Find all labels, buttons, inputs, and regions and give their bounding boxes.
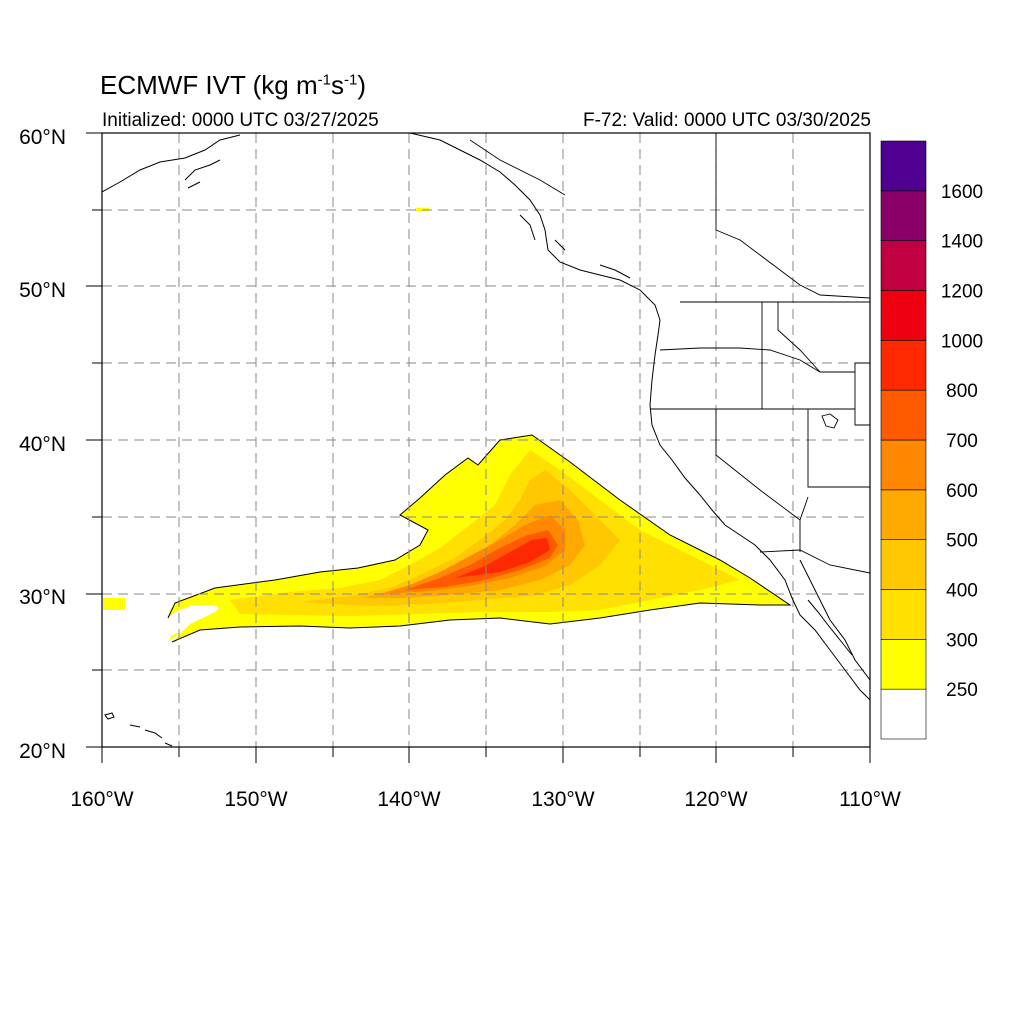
gulf-of-california-coast: [807, 599, 853, 656]
x-tick-label: 130°W: [531, 788, 594, 811]
colorbar-swatch: [880, 439, 927, 491]
gridlines: [102, 133, 870, 747]
ivt-outline: [167, 434, 792, 643]
nevada-border: [715, 409, 801, 521]
tick-marks: [86, 132, 871, 763]
washington-oregon-border: [659, 347, 855, 373]
utah-arizona-border: [807, 409, 870, 488]
lake-outline: [821, 413, 839, 429]
colorbar-swatch: [880, 639, 927, 690]
alaska-canada-border: [469, 139, 566, 196]
x-tick-label: 110°W: [839, 788, 901, 811]
colorbar-swatch: [880, 240, 927, 291]
x-tick-label: 160°W: [70, 788, 133, 811]
colorbar: 250 300 400 500 600 700 800 1000 1200 1400 1600: [880, 140, 983, 740]
x-tick-label: 120°W: [684, 788, 747, 811]
colorbar-swatch: [880, 389, 927, 441]
ivt-contour-800: [455, 538, 550, 578]
canada-interior: [715, 133, 870, 299]
baja-gulf-coast: [799, 559, 870, 681]
colorbar-label: 800: [946, 381, 978, 402]
us-mexico-border: [759, 549, 870, 574]
x-axis-labels: 160°W 150°W 140°W 130°W 120°W 110°W: [70, 788, 901, 811]
colorbar-swatch: [880, 190, 927, 241]
colorbar-swatch: [880, 290, 927, 341]
coastlines: [102, 133, 870, 747]
x-tick-label: 150°W: [224, 788, 287, 811]
arizona-nm-border: [799, 496, 809, 552]
y-axis-labels: 20°N 30°N 40°N 50°N 60°N: [19, 126, 66, 763]
colorbar-swatch: [880, 140, 927, 192]
borders: [469, 133, 870, 574]
southeast-alaska-coast: [409, 133, 870, 701]
colorbar-label: 600: [946, 481, 978, 502]
colorbar-swatch: [880, 539, 927, 590]
alaska-coast: [102, 134, 241, 193]
ivt-contour-600: [380, 515, 565, 594]
colorbar-swatch: [880, 688, 927, 740]
alaska-islands: [184, 159, 221, 189]
colorbar-swatch: [880, 589, 927, 640]
colorbar-label: 1200: [941, 282, 983, 303]
ivt-contour-700: [405, 530, 558, 590]
montana-line: [854, 362, 870, 426]
bc-islands: [519, 214, 631, 279]
y-tick-label: 40°N: [19, 433, 66, 456]
colorbar-label: 300: [946, 630, 978, 651]
hawaii-islands: [104, 712, 173, 747]
y-tick-label: 20°N: [19, 740, 66, 763]
valid-time-label: F-72: Valid: 0000 UTC 03/30/2025: [583, 110, 871, 131]
chart-title: ECMWF IVT (kg m-1s-1): [100, 70, 366, 100]
y-tick-label: 60°N: [19, 126, 66, 149]
colorbar-label: 400: [946, 581, 978, 602]
colorbar-label: 500: [946, 531, 978, 552]
ivt-contour-300: [230, 450, 740, 616]
colorbar-label: 1000: [941, 331, 983, 352]
idaho-montana-border: [761, 302, 821, 409]
colorbar-label: 1400: [941, 232, 983, 253]
colorbar-swatch: [880, 340, 927, 391]
init-time-label: Initialized: 0000 UTC 03/27/2025: [102, 110, 379, 131]
ivt-shading: [103, 208, 792, 643]
colorbar-label: 700: [946, 431, 978, 452]
y-tick-label: 30°N: [19, 586, 66, 609]
y-tick-label: 50°N: [19, 279, 66, 302]
colorbar-label: 250: [946, 680, 978, 701]
colorbar-swatch: [880, 489, 927, 540]
x-tick-label: 140°W: [377, 788, 440, 811]
ivt-patch-west: [103, 598, 125, 610]
colorbar-label: 1600: [941, 182, 983, 203]
